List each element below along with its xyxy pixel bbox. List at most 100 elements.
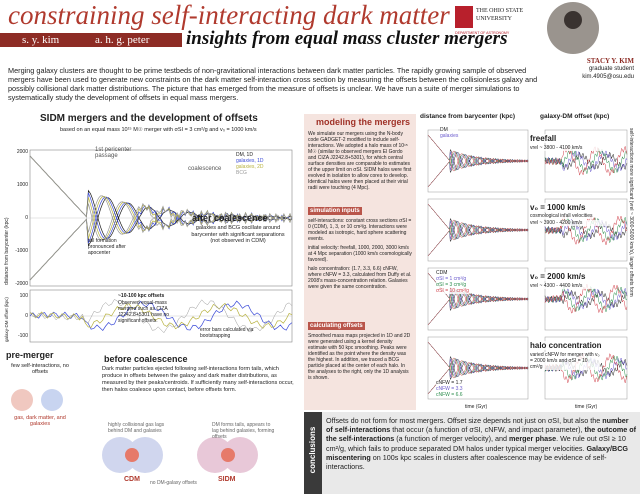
row-note: vrel ~ 3900 - 4200 km/s: [530, 220, 610, 226]
conclusion-label: conclusions: [308, 426, 317, 474]
input-item: self-interactions: constant cross sectio…: [308, 218, 412, 242]
legend-entry: BCG: [236, 170, 247, 176]
legend-entry: cNFW = 3.3: [436, 386, 463, 392]
offset-tick-label: 100: [19, 293, 28, 299]
cdm-note2: no DM-galaxy offsets: [150, 480, 197, 486]
row-title: v₀ = 1000 km/s: [530, 203, 586, 212]
photo-head: [564, 11, 582, 29]
curve: [29, 300, 293, 332]
coalescence-label: coalescence: [188, 166, 222, 172]
curve: [427, 219, 529, 257]
conclusion-run: the outcome of the self-interactions: [326, 425, 637, 444]
before-title: before coalescence: [104, 354, 188, 364]
conclusion-run: (a function of merger velocity), and: [394, 434, 509, 444]
curve: [427, 341, 529, 379]
title: constraining self-interacting dark matte…: [8, 0, 450, 30]
institution: THE OHIO STATE: [476, 8, 524, 14]
pre-title: pre-merger: [6, 350, 54, 360]
legend-entry: σSI = 10 cm²/g: [436, 288, 469, 294]
input-item: initial velocity: freefall, 1000, 2000, …: [308, 245, 412, 263]
osu-logo: [455, 6, 473, 28]
cdm-note: highly collisional gas lags behind DM an…: [108, 422, 165, 434]
side-note: self-interactions more significant (vrel…: [628, 128, 634, 297]
conclusions: Offsets do not form for most mergers. Of…: [326, 416, 636, 471]
y-tick-label: -1000: [15, 248, 28, 254]
sidm-label: SIDM: [218, 476, 236, 483]
author: s. y. kim: [22, 34, 60, 46]
halo: [11, 389, 33, 411]
y-label: distance from barycenter (kpc): [4, 217, 10, 285]
sidm-halo: [222, 437, 258, 473]
offset-note-title: ~10-100 kpc offsets: [118, 293, 165, 299]
time-label: time (Gyr): [465, 404, 488, 410]
row-title: freefall: [530, 134, 557, 143]
legend-top: DM galaxies: [440, 127, 459, 139]
legend-entry: σSI = 1 cm²/g: [436, 276, 469, 282]
pre-legend: gas, dark matter, and galaxies: [14, 415, 66, 427]
curve: [544, 145, 628, 177]
left-subheading: based on an equal mass 10¹⁵ M☉ merger wi…: [60, 127, 257, 133]
y-tick-label: 2000: [16, 149, 28, 155]
conclusion-label-bg: [304, 412, 322, 494]
curve: [544, 214, 628, 246]
after-title: after coalescence: [192, 213, 268, 223]
offsets-title: calculating offsets: [308, 322, 365, 330]
offset-label: galaxy-DM offset (kpc): [4, 297, 9, 342]
curve: [427, 288, 529, 326]
inputs: self-interactions: constant cross sectio…: [308, 218, 412, 293]
presenter-name: STACY Y. KIM: [586, 57, 634, 65]
cdm-label: CDM: [124, 476, 140, 483]
offset-tick-label: -100: [17, 333, 28, 339]
cdm-halo: [102, 437, 138, 473]
intro: Merging galaxy clusters are thought to b…: [8, 66, 538, 102]
curve: [544, 149, 628, 173]
sidm-halo: [197, 437, 233, 473]
legend-entry: DM, 1D: [236, 152, 253, 158]
sidm-note: DM forms tails, appears to lag behind ga…: [212, 422, 275, 440]
legend-entry: galaxies: [440, 133, 459, 139]
conclusion-run: Galaxy/BCG miscentering: [326, 443, 629, 462]
offset-note: Observed equal-mass mergers such as CIZA…: [118, 300, 170, 324]
inputs-title: simulation inputs: [308, 207, 362, 215]
offsets-text: Smoothed mass maps projected in 1D and 2…: [308, 333, 411, 381]
curve: [427, 357, 529, 395]
tail-note: tail formation pronounced after apocente…: [88, 238, 126, 256]
right-col2: galaxy-DM offset (kpc): [540, 113, 610, 120]
after-text: galaxies and BCG oscillate around baryce…: [191, 225, 285, 244]
row-title: halo concentration: [530, 341, 602, 350]
cdm-halo: [127, 437, 163, 473]
curve: [29, 195, 293, 281]
author-band: [0, 33, 182, 47]
presenter-role: graduate student: [588, 66, 634, 72]
institution: UNIVERSITY: [476, 16, 512, 22]
curve: [427, 134, 529, 172]
gas: [125, 448, 139, 462]
conclusion-run: on 100s kpc scales in clusters after coa…: [326, 452, 607, 472]
curve: [29, 299, 293, 334]
legend-entry: cNFW = 1.7: [436, 380, 463, 386]
legend-c: cNFW = 1.7 cNFW = 3.3 cNFW = 6.6: [436, 380, 463, 398]
legend-entry: DM: [440, 127, 459, 133]
input-item: halo concentration: (1.7, 3.3, 6.6) cNFW…: [308, 266, 412, 290]
middle-heading: modeling the mergers: [316, 117, 411, 127]
legend-entry: cNFW = 6.6: [436, 392, 463, 398]
row-note: vrel ~ 3800 - 4100 km/s: [530, 145, 610, 151]
curve: [427, 150, 529, 188]
legend-entry: σSI = 3 cm²/g: [436, 282, 469, 288]
error-note: error bars calculated via bootstrapping: [200, 327, 254, 339]
row-note: varied cNFW for merger with v₀ = 2000 km…: [530, 352, 600, 370]
curve: [544, 285, 628, 313]
subtitle: insights from equal mass cluster mergers: [186, 28, 508, 49]
before-text: Dark matter particles ejected following …: [102, 366, 294, 393]
model-box: [304, 114, 416, 410]
presenter-email: kim.4905@osu.edu: [582, 74, 634, 80]
conclusion-run: merger phase: [508, 434, 557, 444]
curve: [29, 302, 293, 330]
right-col1: distance from barycenter (kpc): [420, 113, 516, 120]
time-label: time (Gyr): [575, 404, 598, 410]
y-tick-label: -2000: [15, 281, 28, 287]
y-tick-label: 0: [25, 215, 28, 221]
conclusion-run: . We rule out σSI ≥ 10 cm²/g, which fail…: [326, 434, 626, 453]
